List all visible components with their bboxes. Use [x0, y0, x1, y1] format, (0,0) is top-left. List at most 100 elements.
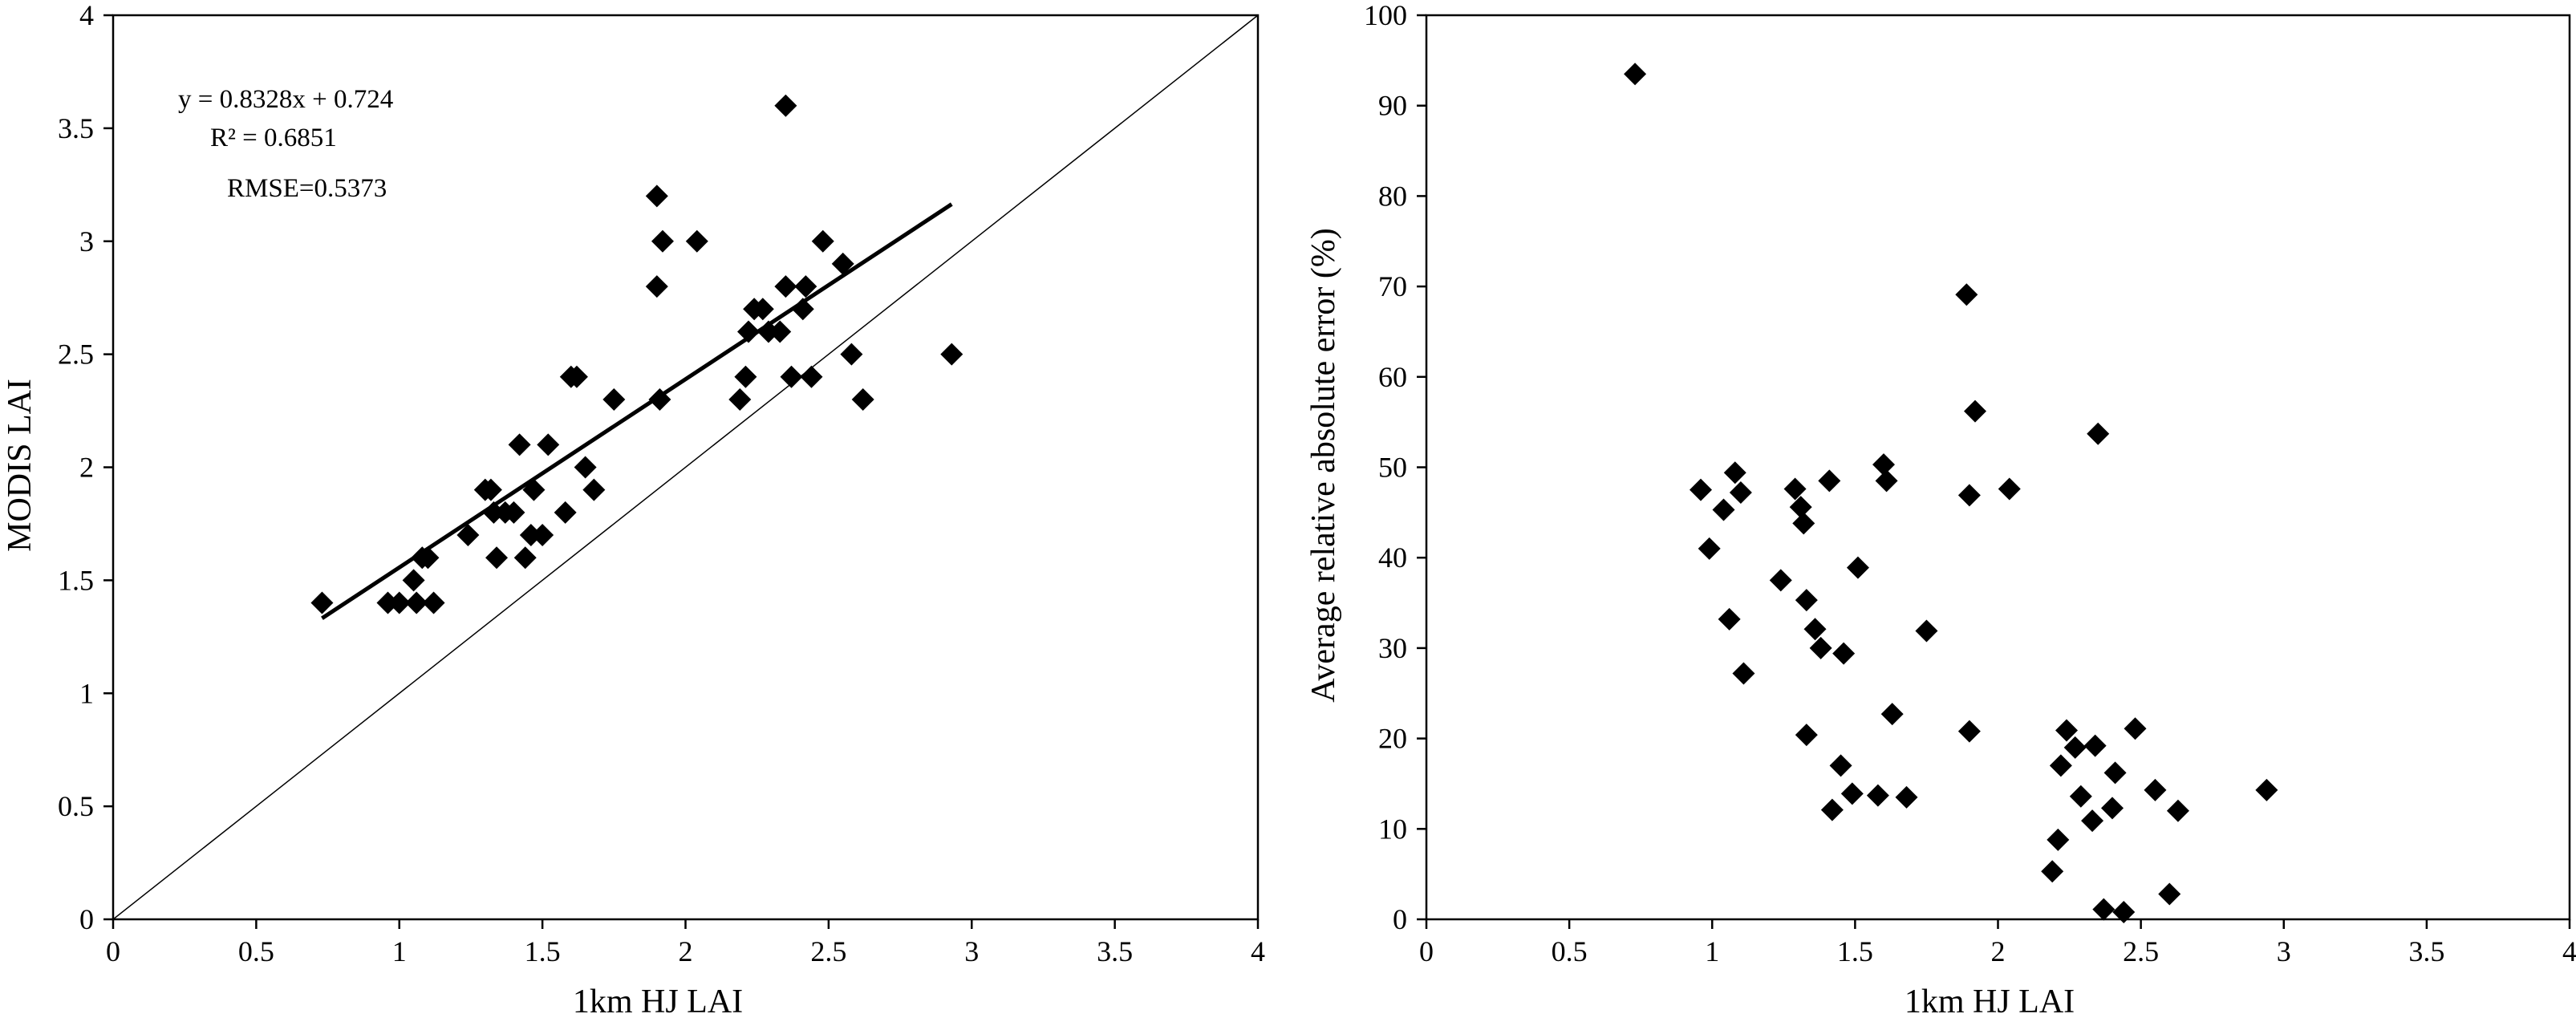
y-tick-label: 1 — [79, 677, 94, 709]
data-point — [831, 252, 854, 275]
data-point — [1866, 784, 1889, 807]
data-point — [1795, 589, 1818, 612]
left-points — [310, 94, 963, 614]
data-point — [502, 501, 525, 524]
x-tick-label: 3.5 — [1097, 935, 1133, 967]
x-tick-label: 3 — [964, 935, 979, 967]
data-point — [774, 94, 797, 117]
x-tick-label: 0.5 — [238, 935, 274, 967]
left-x-ticks: 0 0.5 1 1.5 2 2.5 3 3.5 4 — [106, 919, 1265, 967]
data-point — [1820, 798, 1844, 821]
data-point — [405, 591, 428, 614]
data-point — [1872, 453, 1895, 477]
data-point — [310, 591, 334, 614]
data-point — [2041, 860, 2064, 883]
data-point — [840, 343, 863, 366]
r-squared-label: R² = 0.6851 — [210, 124, 337, 152]
rmse-label: RMSE=0.5373 — [227, 174, 387, 203]
right-y-ticks: 0 10 20 30 40 50 60 70 80 90 100 — [1364, 0, 1426, 935]
y-tick-label: 100 — [1364, 0, 1407, 31]
data-point — [757, 320, 780, 343]
right-chart: 0 0.5 1 1.5 2 2.5 3 3.5 4 0 10 20 30 40 50 60 70 80 90 100… — [1305, 0, 2576, 1020]
data-point — [1792, 512, 1815, 535]
y-tick-label: 2 — [79, 452, 94, 484]
data-point — [2144, 778, 2167, 801]
data-point — [565, 365, 588, 388]
data-point — [1789, 496, 1812, 519]
x-tick-label: 3.5 — [2408, 935, 2444, 967]
data-point — [2069, 785, 2092, 808]
data-point — [791, 298, 814, 321]
y-tick-label: 0.5 — [58, 790, 94, 822]
data-point — [2158, 882, 2181, 906]
data-point — [1729, 481, 1752, 505]
y-tick-label: 2.5 — [58, 339, 94, 371]
data-point — [1818, 469, 1841, 493]
data-point — [2083, 734, 2107, 757]
data-point — [1880, 703, 1904, 726]
right-x-ticks: 0 0.5 1 1.5 2 2.5 3 3.5 4 — [1419, 919, 2576, 967]
data-point — [2063, 736, 2087, 759]
data-point — [482, 501, 505, 524]
data-point — [734, 365, 757, 388]
data-point — [769, 320, 792, 343]
data-point — [522, 478, 546, 501]
data-point — [574, 456, 597, 479]
x-tick-label: 1 — [392, 935, 407, 967]
data-point — [2055, 719, 2078, 742]
x-tick-label: 4 — [2562, 935, 2576, 967]
y-tick-label: 90 — [1378, 90, 1407, 122]
right-x-axis-title: 1km HJ LAI — [1905, 983, 2075, 1020]
data-point — [1809, 636, 1832, 659]
x-tick-label: 1 — [1705, 935, 1719, 967]
data-point — [513, 546, 537, 570]
x-tick-label: 2 — [1991, 935, 2006, 967]
data-point — [1712, 498, 1735, 521]
data-point — [387, 591, 411, 614]
data-point — [479, 478, 502, 501]
data-point — [1803, 618, 1827, 641]
data-point — [1783, 477, 1807, 501]
data-point — [736, 320, 760, 343]
data-point — [519, 524, 542, 547]
y-tick-label: 30 — [1378, 632, 1407, 664]
data-point — [602, 387, 626, 411]
data-point — [508, 433, 531, 456]
y-tick-label: 0 — [1393, 903, 1407, 935]
data-point — [2124, 717, 2147, 740]
data-point — [582, 478, 606, 501]
left-1to1-line — [112, 14, 1259, 920]
data-point — [402, 569, 425, 592]
data-point — [456, 524, 480, 547]
data-point — [645, 275, 668, 298]
data-point — [780, 365, 803, 388]
data-point — [2166, 799, 2189, 822]
y-tick-label: 70 — [1378, 270, 1407, 302]
data-point — [537, 433, 560, 456]
data-point — [2112, 900, 2136, 923]
x-tick-label: 0 — [106, 935, 120, 967]
data-point — [2103, 761, 2127, 785]
x-tick-label: 2.5 — [810, 935, 846, 967]
y-tick-label: 3 — [79, 225, 94, 258]
data-point — [2087, 422, 2110, 445]
y-tick-label: 50 — [1378, 452, 1407, 484]
data-point — [485, 546, 509, 570]
y-tick-label: 3.5 — [58, 112, 94, 144]
data-point — [416, 546, 440, 570]
left-x-axis-title: 1km HJ LAI — [573, 983, 743, 1020]
data-point — [2255, 778, 2278, 801]
x-tick-label: 0 — [1419, 935, 1434, 967]
data-point — [1955, 283, 1978, 306]
data-point — [1624, 63, 1647, 86]
data-point — [2049, 754, 2072, 777]
data-point — [1829, 754, 1852, 777]
data-point — [1957, 720, 1981, 743]
right-plot-area — [1425, 14, 2571, 921]
data-point — [2081, 809, 2104, 833]
data-point — [794, 275, 817, 298]
data-point — [645, 185, 668, 208]
data-point — [1957, 484, 1981, 507]
data-point — [728, 387, 752, 411]
